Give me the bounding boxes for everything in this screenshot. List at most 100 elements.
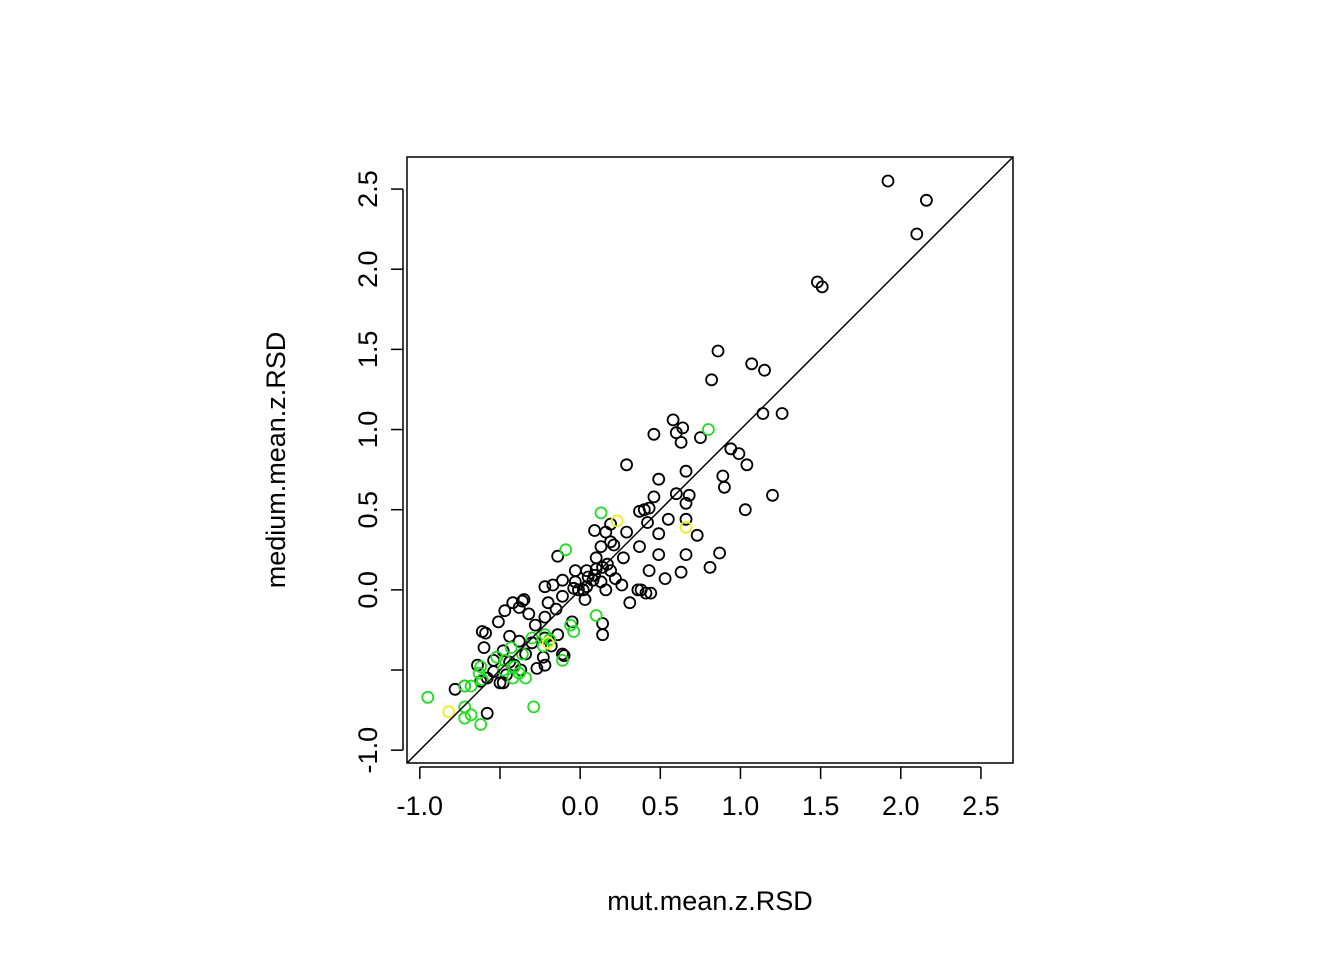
data-point bbox=[421, 690, 435, 704]
data-point bbox=[703, 561, 717, 574]
data-point bbox=[541, 596, 555, 610]
data-point bbox=[567, 581, 581, 595]
data-point bbox=[541, 636, 555, 650]
data-point bbox=[578, 593, 592, 606]
y-tick-label: -1.0 bbox=[353, 727, 383, 774]
data-point bbox=[538, 658, 552, 672]
data-point bbox=[679, 520, 693, 534]
data-point bbox=[559, 543, 573, 557]
x-tick-label: 0.0 bbox=[561, 791, 599, 821]
data-point bbox=[724, 442, 738, 456]
data-points bbox=[421, 174, 933, 731]
data-point bbox=[599, 583, 613, 597]
data-point bbox=[679, 464, 693, 478]
data-point bbox=[658, 572, 672, 585]
y-tick-label: 0.0 bbox=[353, 571, 383, 609]
data-point bbox=[690, 528, 704, 542]
data-point bbox=[642, 564, 656, 577]
data-point bbox=[705, 373, 718, 387]
data-point bbox=[525, 631, 539, 645]
data-point bbox=[530, 662, 544, 675]
data-point bbox=[815, 280, 829, 294]
plot-frame bbox=[406, 156, 1014, 764]
data-point bbox=[588, 524, 601, 537]
x-tick-label: -1.0 bbox=[397, 791, 444, 821]
data-point bbox=[639, 586, 653, 600]
data-point bbox=[527, 700, 541, 714]
data-point bbox=[480, 706, 494, 720]
data-point bbox=[641, 516, 654, 529]
data-point bbox=[647, 490, 661, 504]
data-point bbox=[576, 583, 590, 597]
data-point bbox=[490, 650, 504, 664]
data-point bbox=[718, 480, 731, 494]
x-tick-label: 1.0 bbox=[722, 791, 760, 821]
data-point bbox=[610, 514, 624, 528]
data-point bbox=[477, 641, 491, 654]
data-point bbox=[694, 431, 707, 445]
data-point bbox=[674, 565, 688, 579]
x-tick-label: 0.5 bbox=[642, 791, 680, 821]
data-point bbox=[766, 488, 779, 502]
data-point bbox=[623, 596, 637, 610]
data-point bbox=[479, 626, 493, 640]
y-axis-label: medium.mean.z.RSD bbox=[261, 332, 291, 589]
data-point bbox=[564, 618, 577, 632]
data-point bbox=[512, 634, 526, 648]
data-point bbox=[642, 501, 656, 515]
data-point bbox=[758, 363, 771, 377]
data-point bbox=[458, 679, 472, 693]
data-point bbox=[633, 540, 646, 553]
y-tick-label: 1.0 bbox=[353, 411, 383, 449]
data-point bbox=[669, 487, 683, 501]
data-point bbox=[666, 413, 680, 427]
data-point bbox=[544, 639, 558, 653]
x-tick-label: 1.5 bbox=[802, 791, 840, 821]
data-point bbox=[498, 604, 512, 618]
data-point bbox=[674, 435, 688, 449]
data-point bbox=[620, 458, 633, 472]
data-point bbox=[775, 407, 789, 420]
data-point bbox=[551, 628, 565, 642]
x-tick-label: 2.0 bbox=[882, 791, 920, 821]
data-point bbox=[711, 344, 725, 358]
data-point bbox=[474, 660, 488, 674]
data-point bbox=[568, 564, 582, 577]
data-point bbox=[472, 666, 486, 680]
x-axis: -1.0 0.0 0.5 1.0 1.5 2.0 2.5 bbox=[397, 766, 1000, 821]
data-point bbox=[504, 641, 518, 654]
data-point bbox=[556, 589, 569, 603]
x-tick-label: 2.5 bbox=[962, 791, 1000, 821]
data-point bbox=[493, 676, 507, 690]
data-point bbox=[538, 610, 552, 624]
data-point bbox=[713, 546, 726, 560]
data-point bbox=[881, 174, 895, 188]
data-point bbox=[496, 644, 510, 658]
data-point bbox=[487, 654, 501, 667]
data-point bbox=[679, 512, 693, 526]
data-point bbox=[652, 527, 666, 541]
data-point bbox=[652, 472, 666, 486]
data-point bbox=[920, 193, 933, 207]
data-point bbox=[474, 718, 488, 731]
data-point bbox=[522, 607, 536, 621]
data-point bbox=[475, 673, 489, 686]
data-point bbox=[568, 575, 582, 589]
data-point bbox=[716, 469, 730, 483]
data-point bbox=[740, 458, 754, 472]
data-point bbox=[702, 423, 715, 436]
data-point bbox=[528, 618, 542, 632]
y-tick-label: 0.5 bbox=[353, 491, 383, 529]
data-point bbox=[661, 512, 675, 526]
data-point bbox=[679, 496, 693, 510]
data-point bbox=[594, 540, 608, 553]
data-point bbox=[596, 561, 609, 574]
data-point bbox=[516, 594, 529, 608]
data-point bbox=[652, 548, 666, 561]
data-point bbox=[464, 679, 478, 693]
data-point bbox=[620, 525, 633, 539]
data-point bbox=[609, 572, 622, 585]
data-point bbox=[682, 488, 696, 502]
data-point bbox=[617, 551, 630, 565]
